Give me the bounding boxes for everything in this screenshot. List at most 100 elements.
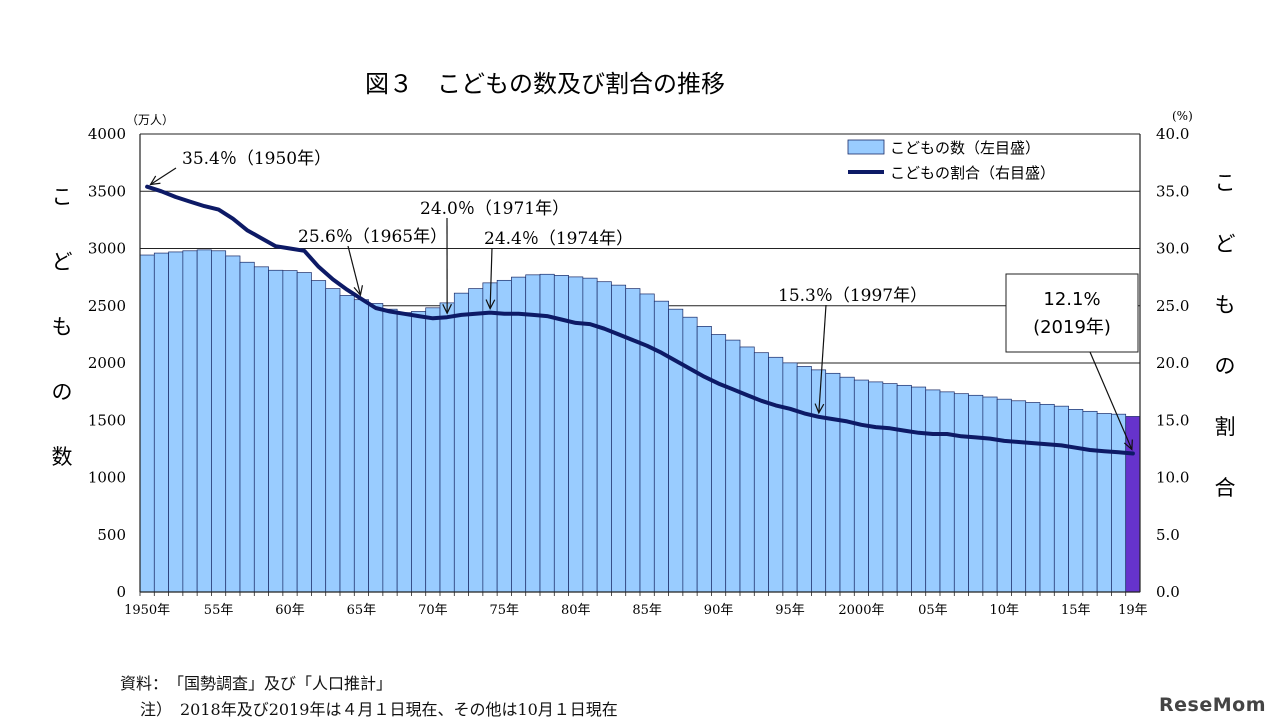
annotation-arrow-head (353, 285, 364, 297)
right-tick-label: 40.0 (1156, 125, 1189, 143)
bar (625, 288, 641, 593)
callout-arrow-head (1123, 439, 1133, 451)
annotation-label: 24.0％（1971年） (420, 199, 569, 219)
x-tick-label: 1950年 (124, 603, 170, 618)
bar (739, 346, 755, 593)
footnote: 注） 2018年及び2019年は４月１日現在、その他は10月１日現在 (140, 700, 618, 719)
annotation-label: 35.4％（1950年） (182, 149, 331, 169)
bar (1053, 405, 1069, 593)
annotation-arrow (818, 304, 827, 413)
x-tick-label: 10年 (990, 603, 1020, 618)
bar (411, 311, 427, 593)
left-axis-label: こどもの数 (52, 185, 73, 469)
bar (911, 386, 927, 593)
right-axis-label-char: こ (1215, 171, 1236, 195)
bar (396, 312, 412, 593)
annotation-arrow-head (814, 403, 825, 415)
bar (782, 362, 798, 593)
left-axis-label-char: ど (52, 250, 73, 274)
bar (853, 379, 869, 593)
bar (339, 295, 355, 593)
bars (139, 249, 1141, 593)
bar (453, 292, 469, 593)
bar (196, 249, 212, 593)
legend: こどもの数（左目盛） こどもの割合（右目盛） (847, 139, 1055, 182)
bar (1011, 400, 1027, 593)
bar (925, 389, 941, 593)
bar (311, 280, 327, 593)
bar (1111, 413, 1127, 593)
source-note: 資料： 「国勢調査」及び「人口推計」 (120, 674, 393, 693)
bar (796, 366, 812, 593)
left-axis-label-char: こ (52, 185, 73, 209)
bar (768, 356, 784, 593)
bar (882, 383, 898, 593)
x-tick-label: 60年 (275, 603, 305, 618)
right-tick-label: 5.0 (1156, 526, 1180, 544)
bar (1125, 416, 1141, 593)
bar (225, 255, 241, 593)
bar (939, 391, 955, 593)
bar (696, 326, 712, 593)
right-tick-label: 10.0 (1156, 469, 1189, 487)
left-axis-unit: （万人） (126, 113, 174, 127)
bar (868, 381, 884, 593)
bar (1068, 409, 1084, 593)
bar (239, 261, 255, 593)
right-axis-label-char: ど (1215, 232, 1236, 256)
left-tick-label: 1000 (88, 469, 126, 487)
annotation-arrow (489, 247, 493, 309)
bar (353, 299, 369, 593)
annotations: 35.4％（1950年） 25.6％（1965年） 24.0％（1971年） 24.4… (149, 149, 1139, 451)
x-tick-label: 65年 (347, 603, 377, 618)
x-tick-label: 55年 (204, 603, 234, 618)
ratio-line (145, 184, 1135, 456)
bar (953, 393, 969, 593)
bar (382, 308, 398, 593)
callout-value: 12.1% (1043, 289, 1100, 310)
annotation-label: 25.6％（1965年） (298, 227, 447, 247)
left-axis-label-char: も (52, 315, 73, 339)
left-axis-label-char: 数 (52, 445, 73, 469)
x-tick-label: 2000年 (838, 603, 884, 618)
right-tick-label: 30.0 (1156, 240, 1189, 258)
bar (539, 273, 555, 593)
chart-title: 図３ こどもの数及び割合の推移 (365, 70, 725, 98)
x-tick-label: 19年 (1118, 603, 1148, 618)
x-tick-label: 90年 (704, 603, 734, 618)
bar (896, 384, 912, 593)
bar (668, 308, 684, 593)
bar (725, 339, 741, 593)
bar (553, 275, 569, 593)
bar (711, 334, 727, 593)
x-tick-label: 05年 (918, 603, 948, 618)
bar (282, 270, 298, 593)
legend-label: こどもの数（左目盛） (890, 139, 1040, 157)
bar (153, 252, 169, 593)
right-axis-label: こどもの割合 (1215, 171, 1236, 500)
annotation-arrow (347, 245, 362, 296)
left-tick-label: 2500 (88, 297, 126, 315)
right-axis-unit: (%) (1172, 109, 1193, 123)
bar (325, 288, 341, 593)
left-tick-label: 1500 (88, 411, 126, 429)
left-tick-label: 0 (116, 583, 126, 601)
left-axis-label-char: の (52, 380, 73, 404)
right-tick-label: 15.0 (1156, 411, 1189, 429)
x-tick-label: 80年 (561, 603, 591, 618)
annotation-arrow-head (442, 303, 453, 315)
bar (753, 352, 769, 593)
right-tick-label: 0.0 (1156, 583, 1180, 601)
bar (182, 250, 198, 593)
bar (1082, 410, 1098, 593)
bar (253, 266, 269, 593)
bar (811, 369, 827, 593)
bar (968, 394, 984, 593)
annotation-label: 15.3％（1997年） (778, 286, 927, 306)
left-tick-label: 3500 (88, 182, 126, 200)
x-tick-label: 95年 (775, 603, 805, 618)
bar (839, 376, 855, 593)
bar (368, 303, 384, 593)
bar (496, 279, 512, 593)
